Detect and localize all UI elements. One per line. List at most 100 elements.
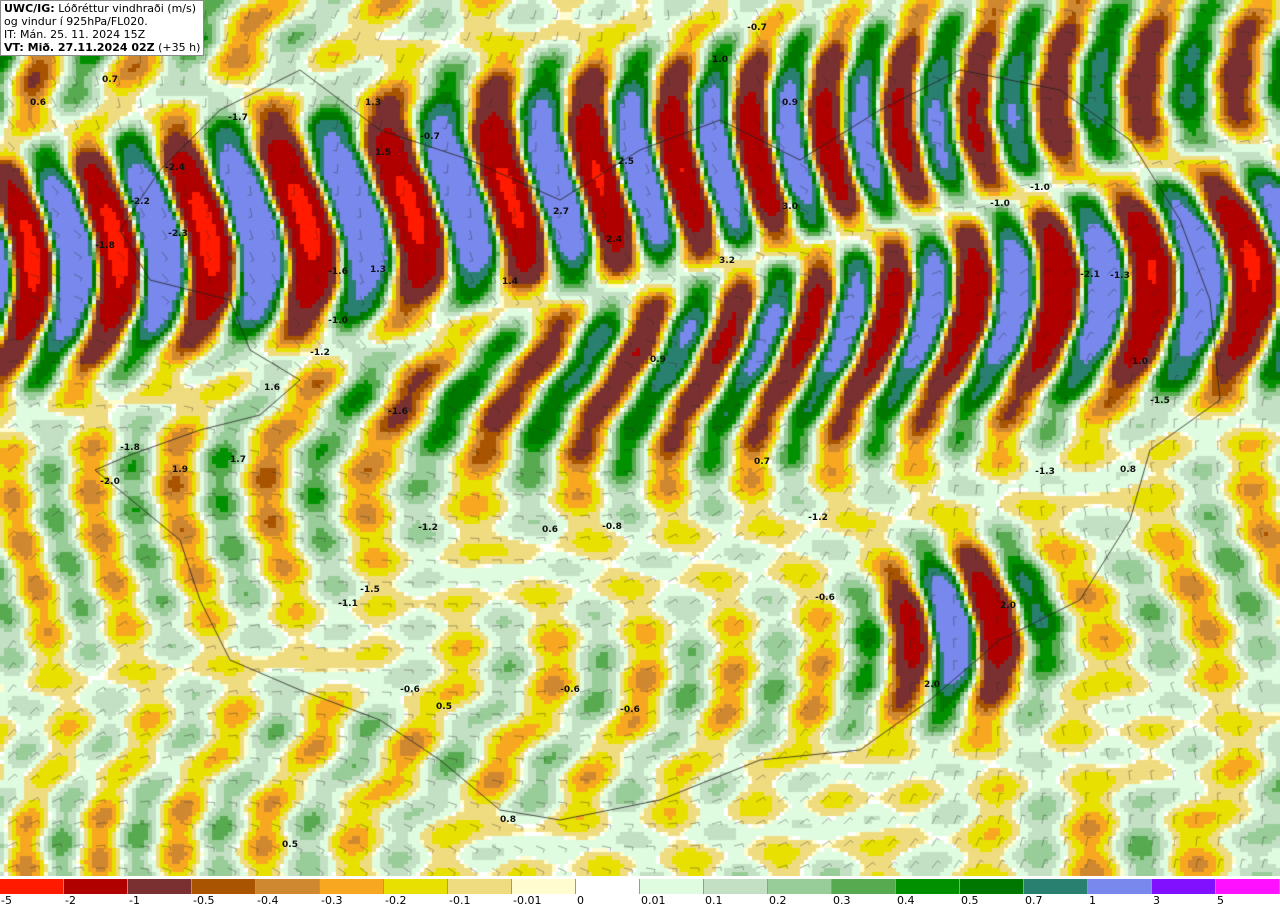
contour-label: -2.1: [1080, 270, 1100, 280]
contour-label: 1.3: [365, 98, 381, 108]
level-text: og vindur í 925hPa/FL020.: [4, 15, 148, 28]
contour-label: -1.8: [95, 241, 115, 251]
contour-label: -1.6: [328, 267, 348, 277]
model-name: UWC/IG:: [4, 2, 55, 15]
legend-tick-label: -1: [129, 894, 140, 907]
contour-label: 1.9: [172, 465, 188, 475]
legend-swatch: [192, 879, 256, 894]
legend-tick-label: 0.2: [769, 894, 787, 907]
legend-swatch: [128, 879, 192, 894]
contour-label: -0.6: [400, 685, 420, 695]
contour-label: 1.4: [502, 277, 518, 287]
legend-swatch: [832, 879, 896, 894]
contour-label: -2.2: [130, 197, 150, 207]
legend-tick-label: -0.2: [385, 894, 407, 907]
legend-swatch: [320, 879, 384, 894]
legend-swatch: [1088, 879, 1152, 894]
contour-label: 1.3: [370, 265, 386, 275]
contour-label: -1.8: [120, 443, 140, 453]
legend-swatch: [768, 879, 832, 894]
contour-label: 1.0: [712, 55, 728, 65]
legend-tick-label: -0.01: [513, 894, 542, 907]
contour-label: -0.6: [560, 685, 580, 695]
contour-label: 0.8: [1120, 465, 1136, 475]
contour-label: 2.7: [553, 207, 569, 217]
legend-tick-label: 0: [577, 894, 584, 907]
contour-label: -1.5: [1150, 396, 1170, 406]
legend-tick-label: 0.7: [1025, 894, 1043, 907]
legend-tick-label: 0.3: [833, 894, 851, 907]
init-time: IT: Mán. 25. 11. 2024 15Z: [4, 28, 146, 41]
contour-label: -1.0: [328, 316, 348, 326]
legend-tick-label: 1: [1089, 894, 1096, 907]
parameter-name: Lóðréttur vindhraði (m/s): [58, 2, 197, 15]
contour-label: -1.6: [388, 407, 408, 417]
legend-tick-label: 0.1: [705, 894, 723, 907]
contour-label: 1.5: [375, 148, 391, 158]
contour-label: -0.6: [815, 593, 835, 603]
contour-label: -1.1: [338, 599, 358, 609]
map-title-box: UWC/IG: Lóðréttur vindhraði (m/s) og vin…: [0, 0, 205, 56]
contour-label: -1.3: [1035, 467, 1055, 477]
legend-swatch: [1152, 879, 1216, 894]
contour-label: -1.5: [360, 585, 380, 595]
legend-tick-label: -2: [65, 894, 76, 907]
contour-label: 2.4: [606, 235, 622, 245]
valid-time: VT: Mið. 27.11.2024 02Z: [4, 41, 155, 54]
legend-tick-label: 5: [1217, 894, 1224, 907]
contour-label: -1.2: [418, 523, 438, 533]
contour-label: 2.0: [924, 680, 940, 690]
contour-label: -1.0: [1030, 183, 1050, 193]
legend-tick-label: 0.4: [897, 894, 915, 907]
legend-tick-label: 0.5: [961, 894, 979, 907]
contour-label: -1.3: [1110, 271, 1130, 281]
legend-swatch: [704, 879, 768, 894]
legend-tick-label: -0.4: [257, 894, 279, 907]
contour-label: -1.2: [310, 348, 330, 358]
legend-swatch: [576, 879, 640, 894]
contour-label: -0.8: [602, 522, 622, 532]
vertical-velocity-field: [0, 0, 1280, 876]
legend-swatch: [0, 879, 64, 894]
vertical-wind-map[interactable]: -0.7 1.0 0.7 0.6 1.3 -0.7 1.5 0.9 3.0 3.2 -2.0 1.9 1…: [0, 0, 1280, 876]
contour-label: -1.0: [990, 199, 1010, 209]
contour-label: -0.7: [420, 132, 440, 142]
legend-tick-label: -5: [1, 894, 12, 907]
legend-swatch: [256, 879, 320, 894]
legend-swatch: [64, 879, 128, 894]
legend-swatch: [448, 879, 512, 894]
contour-label: -1.7: [228, 113, 248, 123]
legend-swatch: [960, 879, 1024, 894]
contour-label: 0.6: [30, 98, 46, 108]
contour-label: -1.2: [808, 513, 828, 523]
contour-label: 1.6: [264, 383, 280, 393]
legend-tick-label: 0.01: [641, 894, 666, 907]
legend-tick-label: -0.5: [193, 894, 215, 907]
legend-swatch: [512, 879, 576, 894]
legend-swatch: [1216, 879, 1280, 894]
contour-label: 0.9: [782, 98, 798, 108]
legend-swatch: [896, 879, 960, 894]
contour-label: 2.0: [1000, 601, 1016, 611]
contour-label: 3.2: [719, 256, 735, 266]
legend-tick-label: -0.3: [321, 894, 343, 907]
contour-label: 0.8: [500, 815, 516, 825]
legend-swatch: [1024, 879, 1088, 894]
contour-label: 2.5: [618, 157, 634, 167]
contour-label: 3.0: [782, 202, 798, 212]
contour-label: -2.0: [100, 477, 120, 487]
contour-label: -2.4: [165, 163, 185, 173]
color-legend: -5 -2 -1 -0.5 -0.4 -0.3 -0.2 -0.1 -0.01 0 0.01 0.1 0…: [0, 876, 1280, 908]
contour-label: 0.7: [102, 75, 118, 85]
contour-label: -0.6: [620, 705, 640, 715]
contour-label: 0.5: [436, 702, 452, 712]
contour-label: 0.7: [754, 457, 770, 467]
contour-label: 0.5: [282, 840, 298, 850]
contour-label: -2.3: [168, 229, 188, 239]
legend-swatch: [640, 879, 704, 894]
contour-label: 1.7: [230, 455, 246, 465]
contour-label: -0.7: [747, 23, 767, 33]
legend-tick-label: 3: [1153, 894, 1160, 907]
legend-tick-label: -0.1: [449, 894, 471, 907]
contour-label: 1.0: [1132, 357, 1148, 367]
